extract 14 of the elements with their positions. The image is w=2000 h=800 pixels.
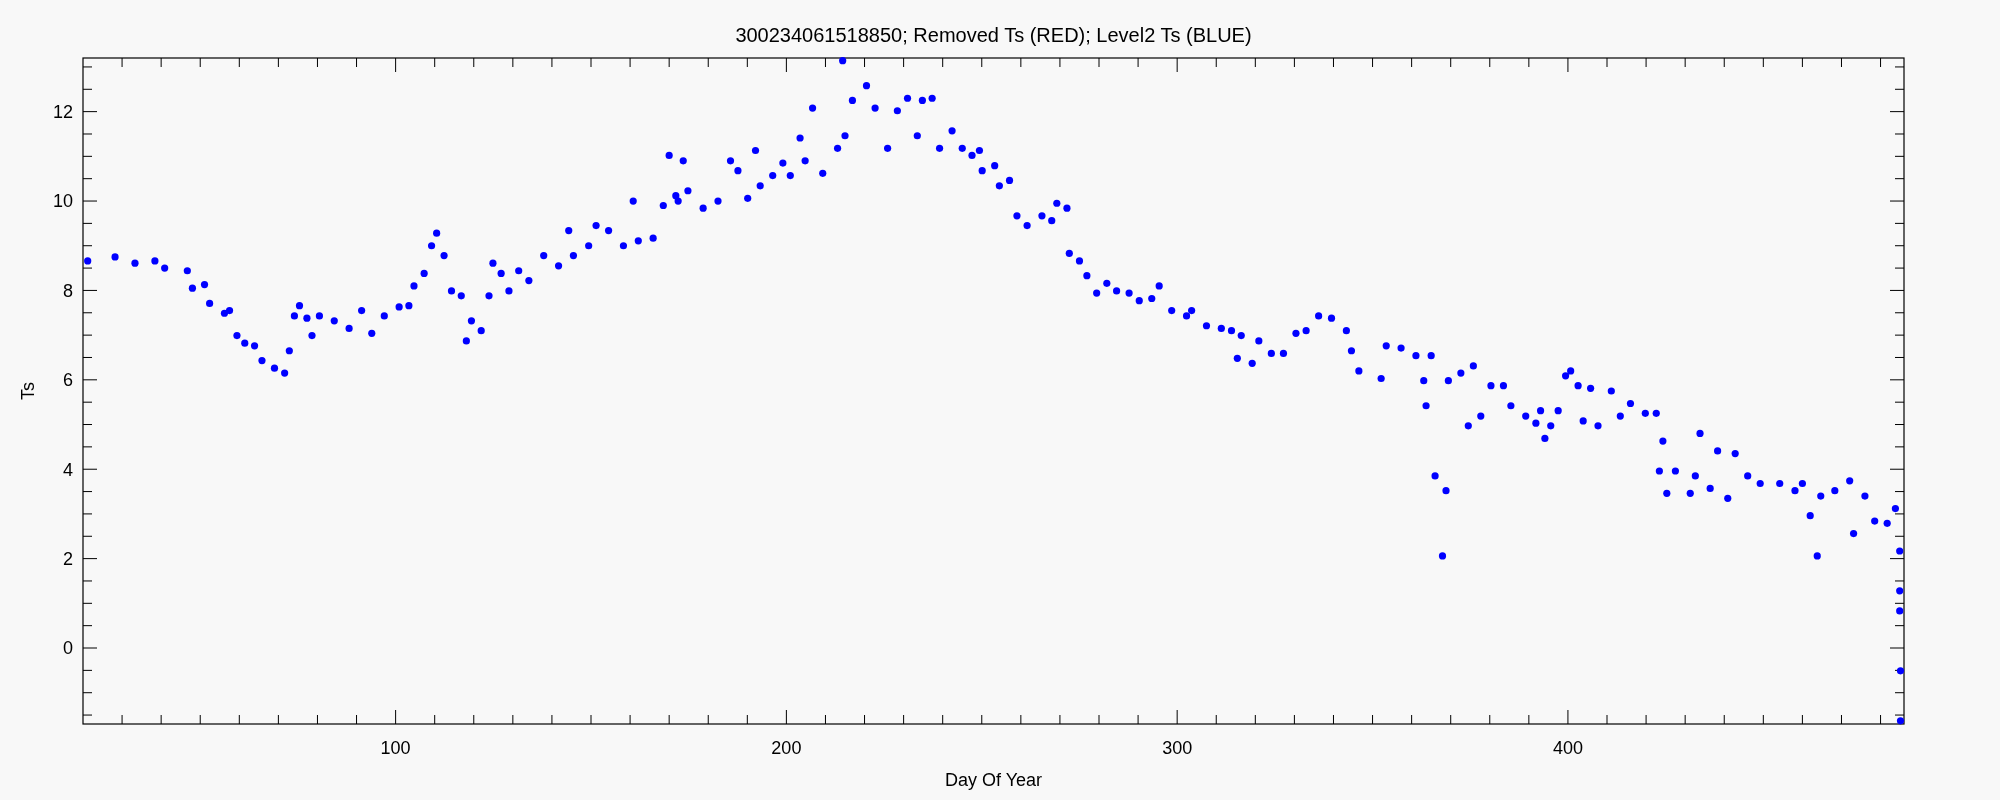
y-tick-label: 10 xyxy=(52,191,73,212)
y-tick-label: 6 xyxy=(62,370,73,391)
x-tick-label: 300 xyxy=(1162,738,1193,758)
y-tick-label: 4 xyxy=(62,459,73,480)
y-axis-title: Ts xyxy=(18,382,38,400)
x-tick-label: 200 xyxy=(771,738,802,758)
y-tick-label: 8 xyxy=(62,280,73,301)
y-tick-label: 12 xyxy=(52,101,73,122)
chart-title: 300234061518850; Removed Ts (RED); Level2 Ts (BLUE) xyxy=(735,24,1252,46)
y-tick-label: 2 xyxy=(62,548,73,569)
x-tick-label: 100 xyxy=(380,738,411,758)
y-tick-label: 0 xyxy=(62,638,73,659)
x-axis-title: Day Of Year xyxy=(944,770,1043,790)
x-tick-label: 400 xyxy=(1552,738,1583,758)
